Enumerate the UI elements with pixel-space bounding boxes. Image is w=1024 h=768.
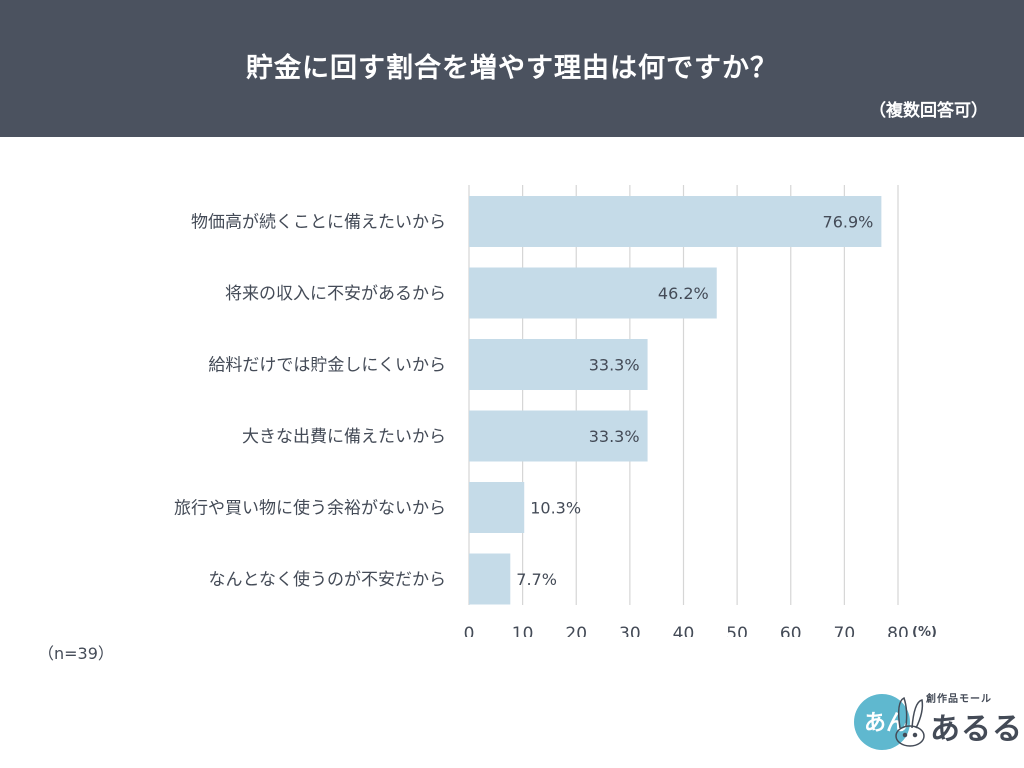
value-label: 46.2% [658, 284, 709, 303]
aruru-logo: あん [854, 694, 925, 750]
value-label: 76.9% [823, 213, 874, 232]
bar-chart: 0 10 20 30 40 50 60 70 80 (%) 物価高が続くことに備えたいから 76.9%… [174, 185, 937, 638]
value-label: 33.3% [589, 427, 640, 446]
bar [469, 410, 648, 462]
rabbit-icon [895, 696, 925, 747]
value-label: 33.3% [589, 356, 640, 375]
logo-main-text: あるる [930, 712, 1023, 747]
chart-subtitle: （複数回答可） [869, 101, 988, 121]
x-tick-label: 30 [619, 624, 641, 637]
sample-size-note: （n=39） [38, 644, 114, 663]
x-tick-label: 20 [565, 624, 587, 637]
x-tick-label: 70 [834, 624, 856, 637]
x-tick-label: 40 [673, 624, 695, 637]
x-unit-label: (%) [912, 625, 937, 637]
category-label: 給料だけでは貯金しにくいから [208, 356, 446, 376]
category-label: 旅行や買い物に使う余裕がないから [174, 498, 446, 519]
category-label: 将来の収入に不安があるから [225, 284, 446, 304]
logo-mark-text: あん [864, 711, 908, 736]
category-label: なんとなく使うのが不安だから [209, 569, 447, 590]
x-tick-label: 50 [726, 624, 748, 637]
bar [469, 196, 882, 247]
bar [469, 482, 525, 533]
chart-title: 貯金に回す割合を増やす理由は何ですか？ [246, 53, 778, 84]
header-banner: 貯金に回す割合を増やす理由は何ですか？ （複数回答可） [0, 0, 1024, 137]
bars [469, 196, 882, 605]
gridlines [468, 185, 899, 605]
value-label: 7.7% [516, 570, 557, 589]
value-label: 10.3% [530, 499, 581, 518]
x-tick-label: 0 [464, 624, 475, 637]
x-tick-label: 60 [780, 624, 802, 637]
logo-sub-text: 創作品モール [926, 694, 992, 705]
labels: 0 10 20 30 40 50 60 70 80 (%) 物価高が続くことに備えたいから 76.9%… [174, 213, 937, 638]
category-label: 物価高が続くことに備えたいから [191, 213, 446, 233]
bar [469, 267, 717, 319]
x-tick-label: 80 [887, 624, 909, 637]
category-label: 大きな出費に備えたいから [242, 427, 446, 447]
bar [469, 339, 648, 390]
x-tick-label: 10 [512, 624, 534, 637]
bar [469, 553, 511, 605]
